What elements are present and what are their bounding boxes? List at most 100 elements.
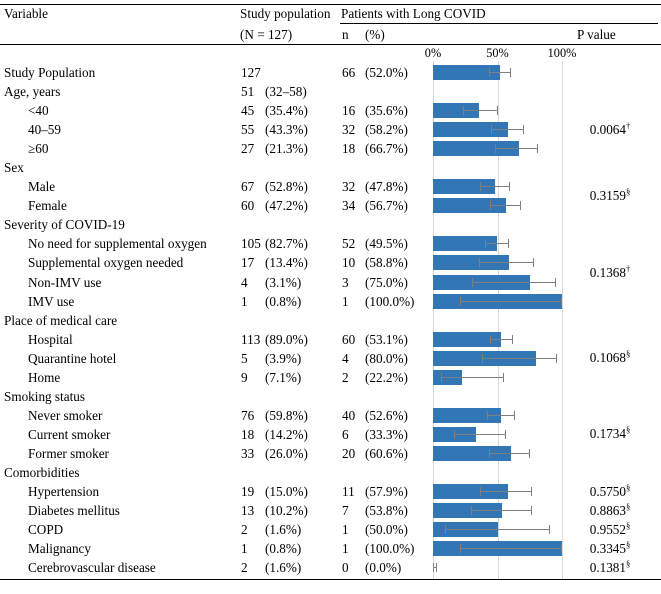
percent-bar xyxy=(433,198,507,214)
p-value: 0.1068§ xyxy=(590,350,631,366)
long-covid-n-value: 6 xyxy=(342,426,349,442)
error-bar-line xyxy=(479,262,535,264)
col-header-long-covid: Patients with Long COVID xyxy=(341,6,486,21)
long-covid-n-value: 2 xyxy=(342,369,349,385)
col-header-study-population: Study population xyxy=(240,6,331,21)
study-pct-value: (13.4%) xyxy=(265,255,308,271)
error-bar xyxy=(470,506,533,516)
row-label: Age, years xyxy=(4,84,61,100)
study-pct-value: (15.0%) xyxy=(265,484,308,500)
long-covid-pct-value: (50.0%) xyxy=(365,522,408,538)
table-row: Quarantine hotel 5 (3.9%) 4 (80.0%) xyxy=(0,349,661,368)
long-covid-n-value: 52 xyxy=(342,236,356,252)
long-covid-n-value: 1 xyxy=(342,293,349,309)
p-value-text: 0.3345 xyxy=(589,540,626,556)
table-row: <40 45 (35.4%) 16 (35.6%) xyxy=(0,101,661,120)
table-row: Cerebrovascular disease 2 (1.6%) 0 (0.0%) xyxy=(0,558,661,577)
error-bar-line xyxy=(491,129,524,131)
study-pct-value: (82.7%) xyxy=(265,236,308,252)
gridline xyxy=(497,61,499,579)
row-label: Smoking status xyxy=(4,388,85,404)
chart-cell xyxy=(430,558,568,577)
study-n-value: 60 xyxy=(241,198,255,214)
error-bar-line xyxy=(484,243,509,245)
row-label: Study Population xyxy=(4,65,96,81)
table-row: Current smoker 18 (14.2%) 6 (33.3%) xyxy=(0,425,661,444)
error-bar-line xyxy=(489,205,522,207)
error-bar-line xyxy=(454,433,506,435)
table-row: IMV use 1 (0.8%) 1 (100.0%) xyxy=(0,292,661,311)
long-covid-pct-value: (53.8%) xyxy=(365,503,408,519)
error-bar xyxy=(479,487,533,497)
p-value-footnote-marker: † xyxy=(625,120,631,131)
error-bar-line xyxy=(445,529,550,531)
row-label: ≥60 xyxy=(28,141,49,157)
p-value-footnote-marker: § xyxy=(625,482,631,493)
study-pct-value: (3.9%) xyxy=(265,350,302,366)
chart-cell xyxy=(430,234,568,253)
study-pct-value: (59.8%) xyxy=(265,407,308,423)
p-value: 0.8863§ xyxy=(590,502,631,519)
long-covid-n-value: 16 xyxy=(342,103,356,119)
error-bar-line xyxy=(481,357,558,359)
study-pct-value: (35.4%) xyxy=(265,103,308,119)
study-n-value: 13 xyxy=(241,503,255,519)
study-pct-value: (10.2%) xyxy=(265,503,308,519)
table-row: Non-IMV use 4 (3.1%) 3 (75.0%) xyxy=(0,273,661,292)
error-bar-line xyxy=(441,376,504,378)
p-value: 0.9552§ xyxy=(590,521,631,538)
gridline xyxy=(433,61,434,579)
study-pct-value: (52.8%) xyxy=(265,179,308,195)
study-n-value: 27 xyxy=(241,141,255,157)
long-covid-pct-value: (100.0%) xyxy=(365,541,415,557)
chart-cell xyxy=(430,425,568,444)
p-value-text: 0.1068 xyxy=(589,350,626,366)
long-covid-pct-value: (60.6%) xyxy=(365,445,408,461)
error-bar-line xyxy=(489,338,513,340)
error-bar xyxy=(479,258,535,268)
chart-cell xyxy=(430,292,568,311)
p-value: 0.0064† xyxy=(590,120,631,138)
error-bar xyxy=(489,448,531,458)
axis-tick-label: 100% xyxy=(547,46,577,60)
study-pct-value: (89.0%) xyxy=(265,331,308,347)
long-covid-pct-value: (49.5%) xyxy=(365,236,408,252)
long-covid-n-value: 34 xyxy=(342,198,356,214)
long-covid-n-value: 10 xyxy=(342,255,356,271)
long-covid-pct-value: (52.6%) xyxy=(365,407,408,423)
long-covid-pct-value: (47.8%) xyxy=(365,179,408,195)
col-header-study-population-n: (N = 127) xyxy=(240,27,293,42)
row-label: Male xyxy=(28,179,56,195)
error-bar xyxy=(484,239,510,249)
error-bar-line xyxy=(470,510,533,512)
error-bar xyxy=(486,410,516,420)
error-bar xyxy=(454,429,506,439)
error-bar xyxy=(441,372,504,382)
p-value: 0.3345§ xyxy=(589,540,631,557)
p-value: 0.5750§ xyxy=(590,482,631,500)
table-row: Comorbidities xyxy=(0,463,661,482)
percent-bar xyxy=(433,331,502,347)
long-covid-n-value: 20 xyxy=(342,445,356,461)
study-pct-value: (1.6%) xyxy=(265,560,302,576)
error-bar xyxy=(489,201,522,211)
long-covid-n-value: 1 xyxy=(342,541,349,557)
chart-cell xyxy=(430,539,568,558)
p-value-text: 0.3159 xyxy=(589,188,626,204)
study-n-value: 9 xyxy=(241,369,248,385)
error-bar-line xyxy=(459,300,562,302)
chart-cell xyxy=(430,177,568,196)
chart-cell xyxy=(430,444,568,463)
study-n-value: 17 xyxy=(241,255,255,271)
long-covid-pct-value: (57.9%) xyxy=(365,484,408,500)
study-n-value: 5 xyxy=(241,350,248,366)
table-row: Place of medical care xyxy=(0,311,661,330)
percent-bar xyxy=(433,484,508,500)
percent-bar xyxy=(433,255,509,271)
error-bar xyxy=(459,296,563,306)
table-row: Age, years 51 (32–58) xyxy=(0,82,661,101)
row-label: Cerebrovascular disease xyxy=(28,560,156,576)
table-row: COPD 2 (1.6%) 1 (50.0%) xyxy=(0,520,661,539)
